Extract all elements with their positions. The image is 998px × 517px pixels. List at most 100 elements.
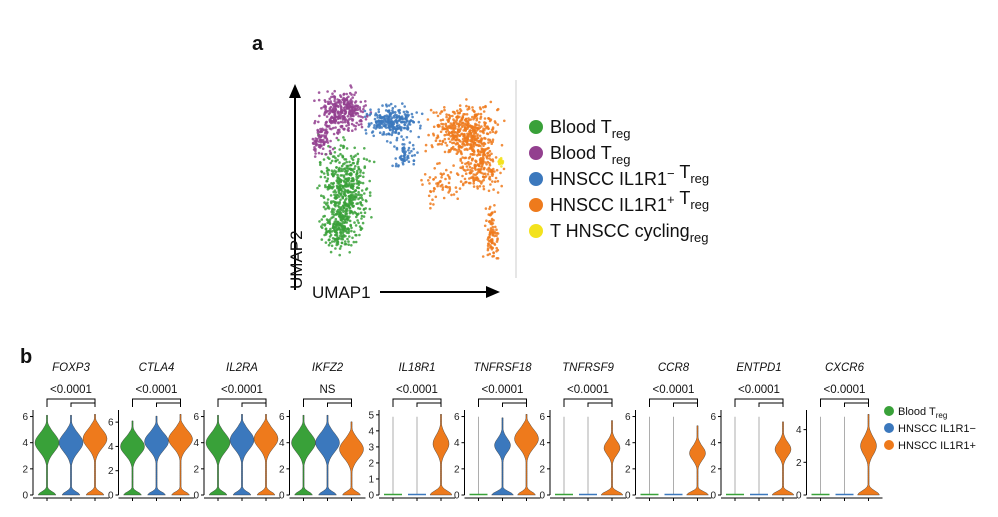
umap-point: [348, 183, 351, 187]
umap-point: [402, 110, 406, 114]
umap-point: [402, 120, 406, 123]
umap-point: [344, 118, 348, 121]
umap-point: [451, 130, 454, 134]
umap-point: [430, 144, 434, 147]
umap-point: [356, 104, 360, 108]
umap-point: [433, 167, 437, 170]
umap-point: [349, 154, 353, 158]
umap-point: [479, 107, 483, 111]
umap-point: [496, 123, 500, 126]
y-tick-label: 2: [279, 464, 285, 475]
umap-point: [403, 159, 407, 163]
umap-point: [465, 113, 469, 116]
umap-point: [487, 146, 490, 150]
gene-label: TNFRSF18: [473, 362, 532, 374]
umap-point: [496, 257, 500, 260]
umap-point: [353, 93, 356, 97]
umap-point: [343, 98, 347, 102]
umap-point: [311, 137, 315, 141]
umap-point: [400, 135, 403, 138]
umap-point: [461, 116, 464, 119]
umap-point: [339, 152, 342, 156]
umap-point: [438, 180, 442, 184]
umap-point: [441, 139, 445, 143]
umap-point: [350, 113, 354, 117]
umap-point: [486, 248, 490, 252]
umap-point: [364, 118, 368, 121]
umap-point: [405, 119, 408, 122]
umap-point: [483, 142, 487, 146]
umap-point: [460, 152, 463, 156]
umap-point: [336, 237, 340, 241]
umap-point: [444, 122, 448, 126]
umap-point: [477, 168, 480, 171]
violin-2: [514, 414, 539, 496]
umap-point: [357, 114, 360, 118]
umap-point: [342, 210, 345, 213]
gene-label: ENTPD1: [736, 362, 781, 374]
umap-point: [328, 108, 332, 111]
umap-point: [323, 131, 327, 135]
violin-legend-entry: HNSCC IL1R1−: [898, 423, 976, 435]
umap-point: [364, 100, 367, 103]
umap-point: [341, 237, 345, 241]
umap-point: [397, 109, 400, 112]
umap-point: [337, 225, 340, 229]
umap-point: [368, 123, 371, 127]
umap-point: [353, 230, 356, 234]
umap-point: [480, 164, 484, 167]
umap-point: [390, 124, 393, 128]
umap-point: [469, 118, 473, 121]
umap-point: [335, 194, 338, 197]
umap-point: [438, 124, 441, 128]
umap-point: [449, 135, 453, 138]
umap-point: [403, 143, 406, 146]
umap-point: [363, 165, 367, 168]
violin-2: [686, 425, 709, 496]
umap-point: [401, 162, 405, 166]
umap-point: [360, 125, 364, 129]
umap-point: [322, 138, 325, 142]
umap-point: [423, 173, 427, 176]
umap-point: [485, 147, 488, 151]
umap-point: [342, 136, 345, 139]
umap-point: [445, 115, 448, 119]
umap-point: [320, 218, 324, 221]
umap-point: [399, 120, 403, 124]
umap-point: [463, 113, 467, 116]
umap-point: [340, 192, 343, 195]
p-value: <0.0001: [653, 384, 695, 396]
umap-point: [321, 223, 325, 226]
umap-point: [340, 224, 344, 227]
umap-point: [341, 118, 345, 121]
umap-point: [401, 149, 405, 152]
umap-point: [406, 111, 410, 114]
umap-point: [340, 110, 343, 113]
umap-point: [471, 149, 475, 152]
umap-point: [343, 227, 346, 230]
violin-2: [168, 414, 193, 496]
violin-legend-swatch: [884, 440, 894, 450]
umap-point: [458, 149, 461, 152]
umap-point: [481, 155, 485, 159]
umap-point: [347, 230, 351, 233]
umap-point: [377, 110, 381, 114]
umap-point: [387, 115, 391, 119]
violin-2: [771, 421, 795, 496]
umap-point: [362, 107, 365, 111]
umap-point: [440, 122, 443, 126]
umap-point: [500, 143, 504, 147]
umap-point: [392, 122, 396, 126]
umap-point: [323, 175, 327, 179]
umap-point: [368, 207, 372, 211]
violin-2: [857, 414, 880, 496]
umap-point: [496, 248, 500, 252]
umap-point: [387, 123, 391, 127]
y-tick-label: 0: [368, 491, 374, 502]
umap-point: [326, 100, 330, 104]
umap-point: [364, 199, 368, 202]
violin-1: [58, 415, 84, 496]
violin-legend: Blood Treg HNSCC IL1R1− HNSCC IL1R1+: [884, 406, 976, 452]
umap-point: [487, 189, 491, 193]
legend-swatch: [529, 120, 543, 134]
